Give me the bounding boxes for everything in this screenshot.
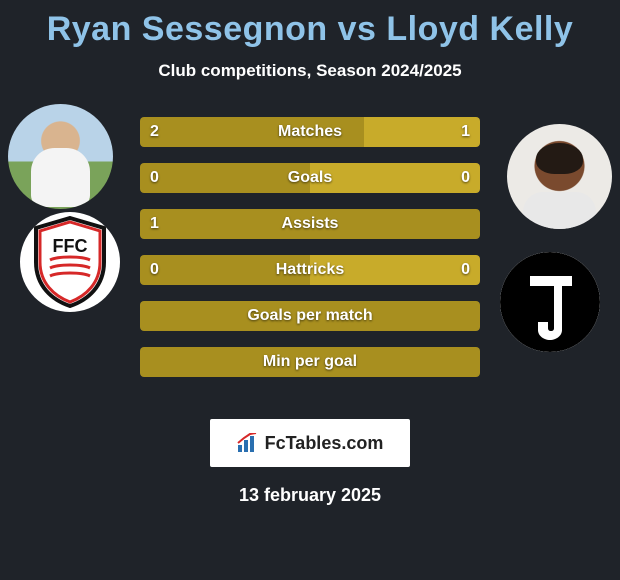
stat-row: Min per goal: [140, 347, 480, 377]
page-title: Ryan Sessegnon vs Lloyd Kelly: [0, 0, 620, 49]
stat-value-left: 0: [150, 261, 159, 279]
brand-strip: FcTables.com: [210, 419, 410, 467]
stat-row: Goals per match: [140, 301, 480, 331]
stat-value-left: 2: [150, 123, 159, 141]
stats-area: 2 1 Matches 0 0 Goals 1 Assists 0 0 Hattricks Goals…: [0, 111, 620, 401]
brand-chart-icon: [237, 433, 259, 453]
stat-value-left: 1: [150, 215, 159, 233]
stat-label: Assists: [282, 215, 339, 233]
date-line: 13 february 2025: [0, 485, 620, 506]
stat-value-right: 0: [461, 169, 470, 187]
bar-segment-right: [310, 163, 480, 193]
stat-label: Matches: [278, 123, 342, 141]
stat-value-right: 1: [461, 123, 470, 141]
brand-text: FcTables.com: [265, 433, 384, 454]
subtitle: Club competitions, Season 2024/2025: [0, 61, 620, 81]
stat-value-left: 0: [150, 169, 159, 187]
stat-bars-container: 2 1 Matches 0 0 Goals 1 Assists 0 0 Hattricks Goals…: [140, 111, 480, 377]
bar-segment-left: [140, 163, 310, 193]
stat-row: 1 Assists: [140, 209, 480, 239]
stat-label: Min per goal: [263, 353, 357, 371]
stat-row: 2 1 Matches: [140, 117, 480, 147]
stat-row: 0 0 Goals: [140, 163, 480, 193]
stat-label: Hattricks: [276, 261, 344, 279]
stat-label: Goals per match: [247, 307, 372, 325]
stat-value-right: 0: [461, 261, 470, 279]
stat-row: 0 0 Hattricks: [140, 255, 480, 285]
stat-label: Goals: [288, 169, 332, 187]
